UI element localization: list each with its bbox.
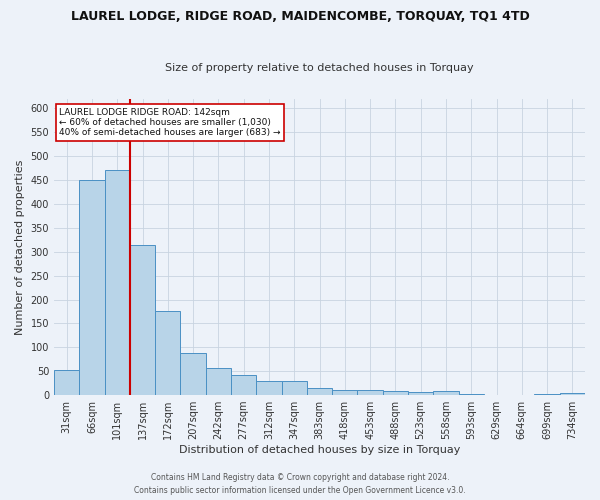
Bar: [535, 394, 560, 395]
Bar: [458, 394, 484, 395]
Bar: [256, 380, 281, 395]
Bar: [332, 390, 358, 395]
Bar: [281, 380, 307, 395]
Bar: [79, 180, 104, 395]
Bar: [408, 392, 433, 395]
Bar: [358, 390, 383, 395]
Text: Contains HM Land Registry data © Crown copyright and database right 2024.
Contai: Contains HM Land Registry data © Crown c…: [134, 474, 466, 495]
Bar: [54, 370, 79, 395]
Text: LAUREL LODGE, RIDGE ROAD, MAIDENCOMBE, TORQUAY, TQ1 4TD: LAUREL LODGE, RIDGE ROAD, MAIDENCOMBE, T…: [71, 10, 529, 23]
Y-axis label: Number of detached properties: Number of detached properties: [15, 159, 25, 334]
Title: Size of property relative to detached houses in Torquay: Size of property relative to detached ho…: [165, 63, 474, 73]
Bar: [307, 388, 332, 395]
Text: LAUREL LODGE RIDGE ROAD: 142sqm
← 60% of detached houses are smaller (1,030)
40%: LAUREL LODGE RIDGE ROAD: 142sqm ← 60% of…: [59, 108, 281, 138]
Bar: [206, 368, 231, 395]
Bar: [130, 246, 155, 395]
Bar: [104, 170, 130, 395]
Bar: [560, 392, 585, 395]
X-axis label: Distribution of detached houses by size in Torquay: Distribution of detached houses by size …: [179, 445, 460, 455]
Bar: [433, 392, 458, 395]
Bar: [155, 312, 181, 395]
Bar: [231, 376, 256, 395]
Bar: [383, 391, 408, 395]
Bar: [181, 353, 206, 395]
